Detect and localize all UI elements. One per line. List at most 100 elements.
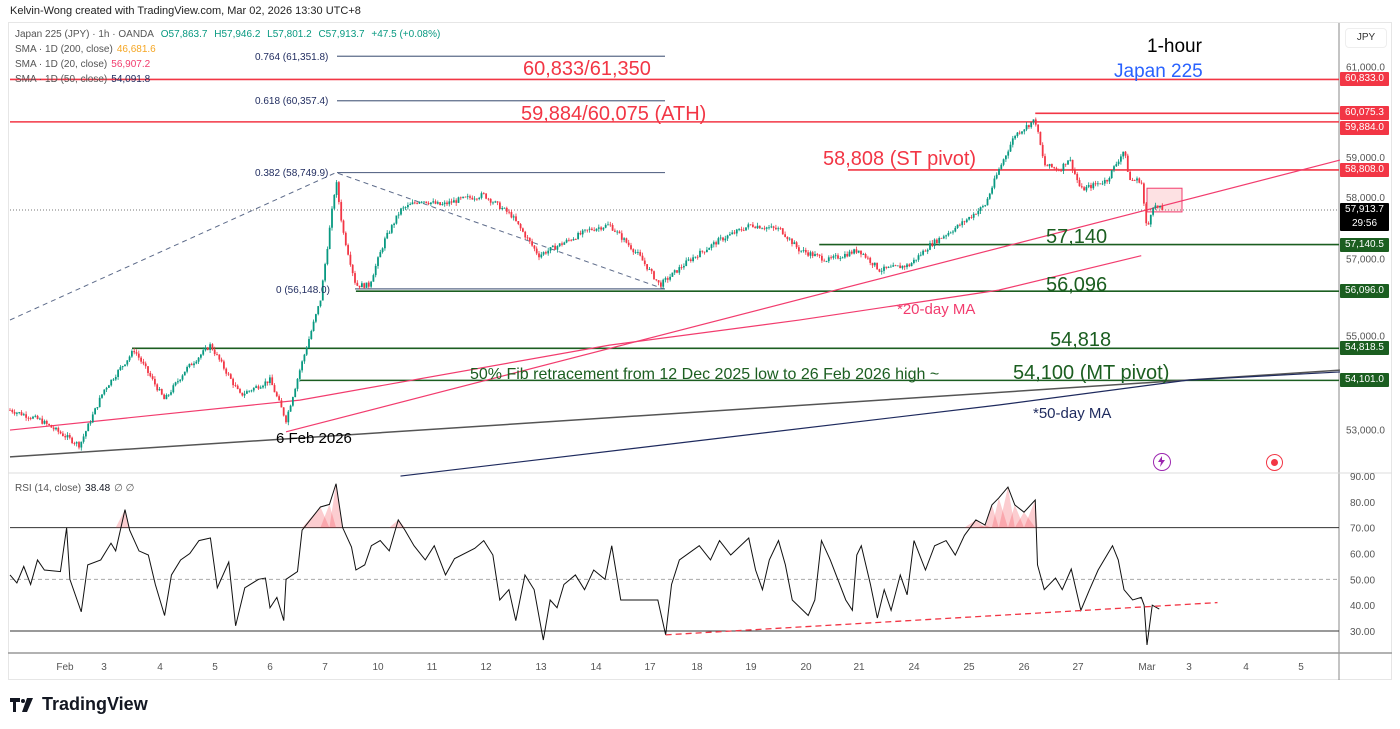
rsi-axis-tick: 70.00 bbox=[1350, 524, 1375, 535]
candle bbox=[1025, 125, 1028, 130]
candle bbox=[151, 376, 154, 379]
candle bbox=[459, 197, 462, 199]
sma20-legend[interactable]: SMA · 1D (20, close) 56,907.2 bbox=[15, 59, 154, 70]
candle bbox=[489, 198, 492, 203]
time-axis-tick: 21 bbox=[853, 662, 865, 673]
candle bbox=[142, 361, 145, 364]
candle bbox=[926, 249, 929, 252]
candle bbox=[269, 377, 271, 383]
candle bbox=[581, 230, 584, 235]
fib-trend-line bbox=[9, 172, 664, 321]
candle bbox=[533, 245, 536, 249]
candle bbox=[1161, 206, 1164, 211]
candle bbox=[117, 370, 119, 377]
candle bbox=[563, 242, 566, 245]
candle bbox=[487, 198, 490, 200]
candle bbox=[1018, 132, 1021, 134]
candle bbox=[1016, 132, 1019, 137]
candle bbox=[680, 267, 683, 268]
candle bbox=[457, 197, 460, 203]
tradingview-logo[interactable]: TradingView bbox=[10, 694, 148, 715]
candle bbox=[839, 258, 842, 260]
candle bbox=[1133, 180, 1136, 181]
candle bbox=[977, 210, 980, 215]
candle bbox=[945, 235, 947, 237]
candle bbox=[377, 257, 379, 266]
candle bbox=[1069, 159, 1072, 161]
candle bbox=[1113, 166, 1115, 171]
candle bbox=[1032, 119, 1035, 123]
candle bbox=[542, 252, 545, 255]
price-tag: 60,833.0 bbox=[1340, 72, 1389, 87]
candle bbox=[779, 228, 782, 230]
target-icon[interactable] bbox=[1266, 454, 1283, 471]
sma200-legend[interactable]: SMA · 1D (200, close) 46,681.6 bbox=[15, 44, 160, 55]
candle bbox=[648, 268, 651, 270]
long-trend-line bbox=[9, 369, 1341, 458]
candle bbox=[236, 385, 239, 390]
time-axis-tick: 4 bbox=[1243, 662, 1249, 673]
candle bbox=[363, 283, 366, 288]
candle bbox=[673, 270, 676, 273]
candle bbox=[349, 254, 352, 265]
candle bbox=[1053, 167, 1056, 169]
candle bbox=[275, 392, 278, 397]
candle bbox=[572, 239, 575, 241]
symbol-name[interactable]: Japan 225 (JPY) · 1h · OANDA bbox=[15, 29, 154, 40]
candle bbox=[434, 201, 437, 204]
candle bbox=[942, 236, 945, 239]
lightning-icon[interactable] bbox=[1153, 453, 1171, 471]
candle bbox=[213, 349, 216, 355]
candle bbox=[319, 300, 322, 307]
candle bbox=[936, 239, 938, 244]
candle bbox=[899, 265, 901, 269]
candle bbox=[604, 224, 607, 228]
rsi-extra: ∅ ∅ bbox=[114, 483, 135, 494]
candle bbox=[317, 306, 320, 315]
candle bbox=[229, 374, 232, 379]
candle bbox=[333, 194, 336, 209]
candle bbox=[195, 361, 198, 364]
candle bbox=[1039, 131, 1042, 145]
candle bbox=[328, 227, 331, 250]
candle bbox=[436, 202, 439, 204]
candle bbox=[795, 242, 798, 248]
symbol-legend: Japan 225 (JPY) · 1h · OANDA O57,863.7 H… bbox=[15, 29, 444, 40]
candle bbox=[508, 211, 510, 213]
candle bbox=[43, 420, 46, 424]
candle bbox=[170, 392, 172, 395]
candle bbox=[501, 208, 504, 210]
candle bbox=[710, 244, 713, 248]
candle bbox=[662, 279, 665, 287]
rsi-axis-tick: 60.00 bbox=[1350, 549, 1375, 560]
candle bbox=[1099, 183, 1102, 185]
candle bbox=[584, 229, 586, 231]
rsi-axis-tick: 30.00 bbox=[1350, 627, 1375, 638]
candle bbox=[264, 381, 267, 386]
candle bbox=[878, 269, 881, 272]
candle bbox=[864, 254, 867, 258]
candle bbox=[982, 206, 984, 208]
candle bbox=[703, 251, 706, 253]
candle bbox=[788, 238, 791, 240]
candle bbox=[1000, 164, 1003, 169]
candle bbox=[1108, 178, 1111, 182]
candle bbox=[830, 257, 832, 259]
candle bbox=[657, 280, 660, 283]
rsi-legend[interactable]: RSI (14, close) 38.48 ∅ ∅ bbox=[15, 483, 138, 494]
candle bbox=[522, 228, 524, 232]
candle bbox=[367, 282, 370, 287]
currency-button[interactable]: JPY bbox=[1345, 28, 1387, 48]
candle bbox=[395, 215, 398, 224]
candle bbox=[1117, 161, 1120, 165]
candle bbox=[94, 408, 96, 415]
candle bbox=[846, 254, 849, 257]
candle bbox=[200, 354, 202, 358]
candle bbox=[694, 256, 697, 258]
sma50-legend[interactable]: SMA · 1D (50, close) 54,091.8 bbox=[15, 74, 154, 85]
candle bbox=[62, 433, 64, 437]
candle bbox=[998, 168, 1000, 175]
rsi-overbought-fill bbox=[975, 525, 992, 528]
candle bbox=[747, 224, 750, 228]
